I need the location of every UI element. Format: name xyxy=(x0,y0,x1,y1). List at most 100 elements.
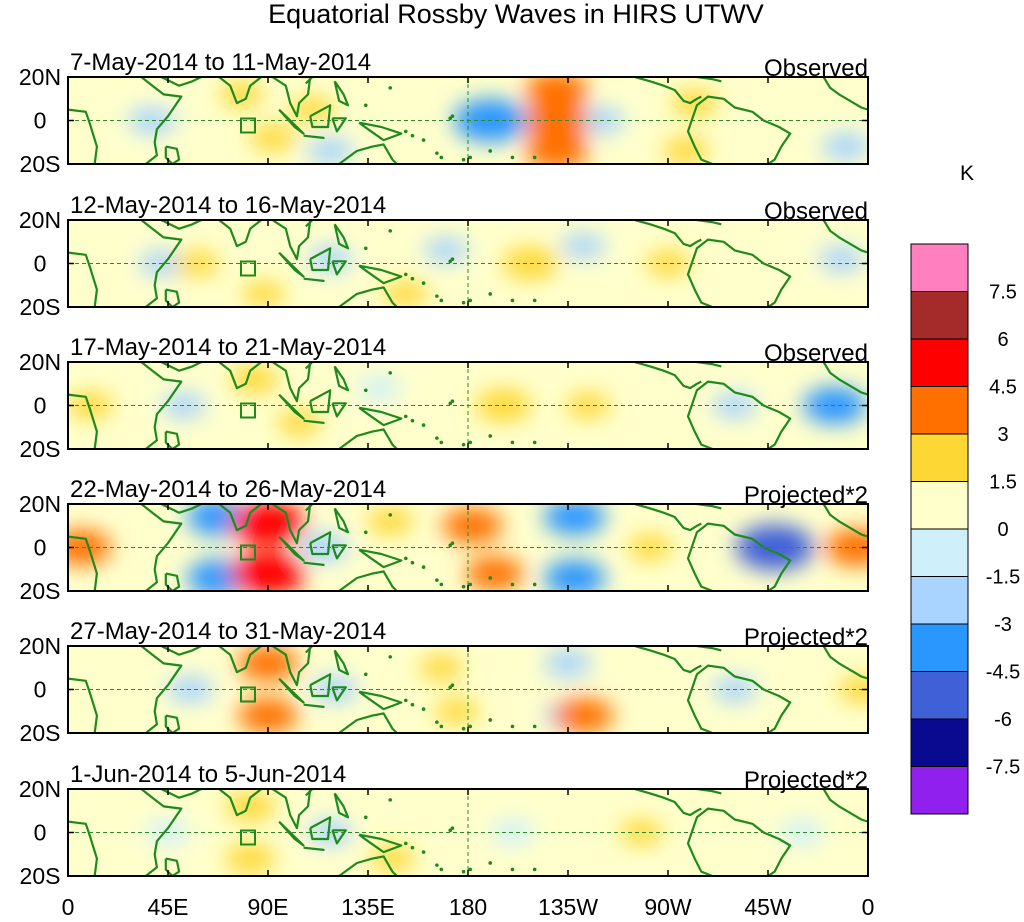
island xyxy=(363,246,368,251)
coastline xyxy=(140,504,183,591)
x-tick-label: 0 xyxy=(862,894,875,920)
island xyxy=(410,702,415,707)
anomaly-blob xyxy=(242,281,286,307)
coastline xyxy=(309,104,332,129)
coastline xyxy=(301,220,314,228)
y-tick-label: 0 xyxy=(34,820,47,846)
island xyxy=(388,229,393,233)
y-tick-label: 20S xyxy=(20,720,61,746)
coastline xyxy=(689,664,792,733)
anomaly-blob xyxy=(249,124,296,152)
anomaly-blob xyxy=(619,820,663,845)
coastline xyxy=(68,677,98,733)
coastline xyxy=(686,267,713,307)
y-tick-label: 20N xyxy=(19,776,61,802)
coastline xyxy=(822,77,868,111)
island xyxy=(388,86,393,90)
island xyxy=(439,724,444,729)
colorbar-level-label: 0 xyxy=(997,519,1008,541)
island xyxy=(435,863,439,867)
island xyxy=(488,292,493,296)
anomaly-blob xyxy=(308,246,353,272)
panel-label: Observed xyxy=(764,55,868,82)
coastline xyxy=(164,857,181,876)
coastline xyxy=(333,649,350,676)
colorbar-level-label: -3 xyxy=(994,614,1012,636)
coastline xyxy=(333,792,350,819)
island xyxy=(439,440,444,445)
coastline xyxy=(164,430,181,449)
y-tick-label: 20S xyxy=(20,436,61,462)
island xyxy=(421,850,426,854)
coastline xyxy=(331,117,347,133)
map-panel: 20N 0 20S 12-May-2014 to 16-May-2014 Observe… xyxy=(19,192,869,320)
island xyxy=(461,869,466,874)
x-tick-label: 90W xyxy=(644,894,692,920)
coastline xyxy=(331,260,347,276)
anomaly-blob xyxy=(442,508,503,544)
island xyxy=(410,845,415,850)
coastline xyxy=(331,402,347,418)
coastline xyxy=(140,362,183,449)
anomaly-blob xyxy=(225,844,276,874)
coastline xyxy=(689,238,792,307)
map-panel: 20N 0 20S 17-May-2014 to 21-May-2014 Observe… xyxy=(19,334,869,462)
y-tick-label: 20N xyxy=(19,349,61,375)
panel-date-range: 17-May-2014 to 21-May-2014 xyxy=(70,334,386,361)
coastline xyxy=(160,362,202,372)
island xyxy=(403,414,408,419)
y-tick-label: 20N xyxy=(19,207,61,233)
coastline xyxy=(331,829,347,845)
island xyxy=(510,298,515,303)
coastline xyxy=(338,855,398,876)
anomaly-blob xyxy=(357,375,401,401)
coastline xyxy=(338,143,398,164)
coastline xyxy=(309,389,332,414)
coastline xyxy=(278,251,305,278)
y-tick-label: 0 xyxy=(34,535,47,561)
coastline xyxy=(303,561,325,566)
anomaly-blob xyxy=(561,233,606,259)
x-axis: 0 45E 90E 135E 180 135W 90W 45W 0 xyxy=(62,894,875,920)
coastline xyxy=(822,362,868,396)
island xyxy=(532,867,537,872)
island xyxy=(363,530,368,535)
colorbar: K 7.5 6 4.5 3 1.5 0 -1.5 -3 -4.5 -6 -7.5 xyxy=(910,162,1020,815)
panel-date-range: 1-Jun-2014 to 5-Jun-2014 xyxy=(70,761,346,788)
anomaly-blob xyxy=(238,646,298,681)
island xyxy=(488,718,493,722)
coastline xyxy=(301,77,314,85)
region-box xyxy=(240,117,256,134)
coastline xyxy=(301,789,314,797)
island xyxy=(510,440,515,445)
island xyxy=(448,828,453,833)
colorbar-swatch xyxy=(910,623,969,672)
anomaly-blob xyxy=(671,89,718,117)
colorbar-swatch xyxy=(910,243,969,292)
colorbar-level-label: -4.5 xyxy=(986,662,1020,684)
coastline xyxy=(338,428,398,449)
coastline xyxy=(686,124,713,164)
colorbar-swatch xyxy=(910,338,969,387)
island xyxy=(468,298,473,303)
coastline xyxy=(358,406,403,427)
coastline xyxy=(271,504,312,545)
island xyxy=(510,867,515,872)
island xyxy=(403,698,408,703)
anomaly-blob xyxy=(419,654,464,681)
anomaly-blob xyxy=(423,237,468,264)
island xyxy=(510,155,515,160)
colorbar-swatch xyxy=(910,576,969,625)
coastline xyxy=(303,703,325,708)
y-tick-label: 0 xyxy=(34,677,47,703)
colorbar-level-label: -7.5 xyxy=(986,757,1020,779)
colorbar-level-label: 3 xyxy=(997,424,1008,446)
coastline xyxy=(331,686,347,702)
coastline xyxy=(822,504,868,538)
panel-date-range: 7-May-2014 to 11-May-2014 xyxy=(70,49,371,76)
coastlines xyxy=(68,789,868,876)
coastline xyxy=(634,789,702,817)
island xyxy=(448,259,453,264)
region-box xyxy=(240,402,256,419)
island xyxy=(488,149,493,153)
